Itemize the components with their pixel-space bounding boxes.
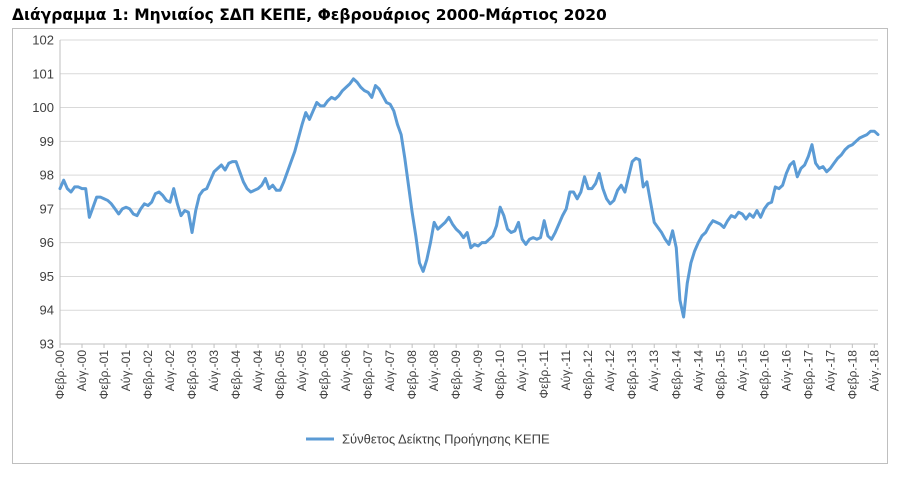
- x-tick-label: Φεβρ.-10: [493, 350, 507, 400]
- legend: Σύνθετος Δείκτης Προήγησης ΚΕΠΕ: [306, 432, 550, 447]
- x-axis-ticks: Φεβρ.-00 Αύγ.-00 Φεβρ.-01 Αύγ.-01 Φεβρ.-02 Αύ…: [53, 350, 881, 400]
- y-tick-label: 95: [40, 269, 54, 284]
- x-tick-label: Φεβρ.-09: [449, 350, 463, 400]
- x-tick-label: Φεβρ.-11: [537, 350, 551, 399]
- x-axis: [59, 40, 878, 348]
- x-tick-label: Αύγ.-05: [295, 350, 309, 392]
- x-tick-label: Αύγ.-03: [207, 350, 221, 392]
- y-tick-label: 102: [32, 33, 54, 48]
- x-tick-label: Φεβρ.-17: [801, 350, 815, 400]
- series-line: [58, 77, 880, 319]
- x-tick-label: Φεβρ.-00: [53, 350, 67, 400]
- x-tick-label: Αύγ.-12: [603, 350, 617, 392]
- legend-label: Σύνθετος Δείκτης Προήγησης ΚΕΠΕ: [342, 432, 550, 447]
- x-tick-label: Αύγ.-17: [823, 350, 837, 392]
- x-tick-label: Φεβρ.-18: [845, 350, 859, 400]
- x-tick-label: Αύγ.-16: [779, 350, 793, 392]
- x-tick-label: Αύγ.-15: [735, 350, 749, 392]
- x-tick-label: Αύγ.-09: [471, 350, 485, 392]
- x-tick-label: Αύγ.-13: [647, 350, 661, 392]
- x-tick-label: Αύγ.-02: [163, 350, 177, 392]
- x-tick-label: Φεβρ.-07: [361, 350, 375, 400]
- y-tick-label: 100: [32, 100, 54, 115]
- y-axis-ticks: 93 94 95 96 97 98 99 100 101 102: [32, 33, 54, 352]
- x-tick-label: Φεβρ.-02: [141, 350, 155, 400]
- x-tick-label: Αύγ.-18: [867, 350, 881, 392]
- x-tick-label: Φεβρ.-05: [273, 350, 287, 400]
- x-tick-label: Φεβρ.-13: [625, 350, 639, 400]
- y-tick-label: 99: [40, 134, 54, 149]
- y-tick-label: 97: [40, 201, 54, 216]
- x-tick-label: Φεβρ.-14: [669, 350, 683, 400]
- y-tick-label: 96: [40, 235, 54, 250]
- x-tick-label: Φεβρ.-08: [405, 350, 419, 400]
- x-tick-label: Αύγ.-14: [691, 350, 705, 392]
- y-tick-label: 93: [40, 337, 54, 352]
- y-tick-label: 94: [40, 303, 54, 318]
- x-tick-label: Φεβρ.-16: [757, 350, 771, 400]
- x-tick-label: Φεβρ.-03: [185, 350, 199, 400]
- y-tick-label: 98: [40, 168, 54, 183]
- x-tick-label: Αύγ.-04: [251, 350, 265, 392]
- x-tick-label: Αύγ.-08: [427, 350, 441, 392]
- x-tick-label: Φεβρ.-04: [229, 350, 243, 400]
- x-tick-label: Φεβρ.-15: [713, 350, 727, 400]
- x-tick-label: Αύγ.-10: [515, 350, 529, 392]
- chart-frame: [12, 28, 888, 464]
- x-tick-label: Φεβρ.-12: [581, 350, 595, 400]
- chart-title: Διάγραμμα 1: Μηνιαίος ΣΔΠ ΚΕΠΕ, Φεβρουάρ…: [12, 6, 607, 24]
- gridlines: [60, 39, 878, 345]
- x-tick-label: Φεβρ.-01: [97, 350, 111, 400]
- y-tick-label: 101: [32, 66, 54, 81]
- x-tick-label: Αύγ.-00: [75, 350, 89, 392]
- series-layer: [58, 77, 880, 319]
- x-tick-label: Αύγ.-06: [339, 350, 353, 392]
- x-tick-label: Αύγ.-01: [119, 350, 133, 392]
- x-tick-label: Φεβρ.-06: [317, 350, 331, 400]
- x-tick-label: Αύγ.-07: [383, 350, 397, 392]
- x-tick-label: Αύγ.-11: [559, 350, 573, 391]
